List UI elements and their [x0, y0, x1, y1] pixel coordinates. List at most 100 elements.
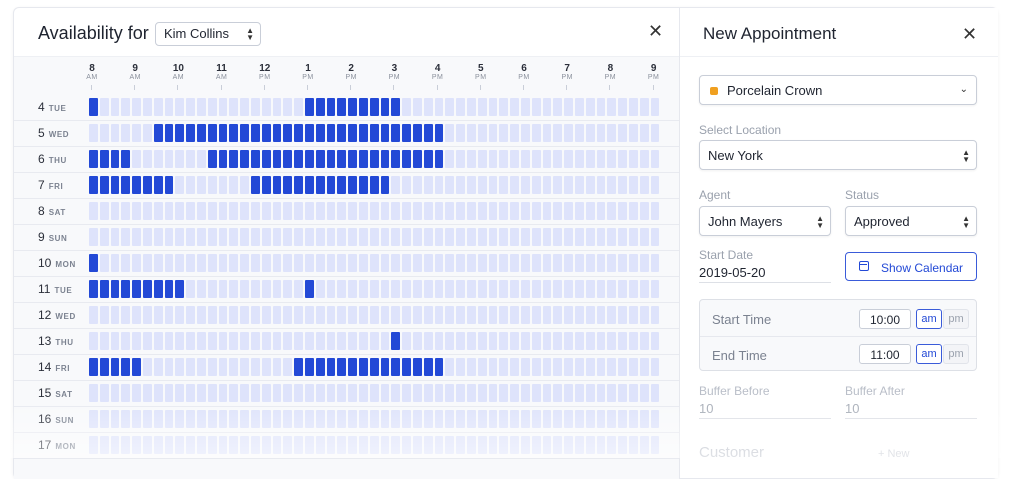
free-slot[interactable]	[315, 436, 325, 454]
free-slot[interactable]	[542, 436, 552, 454]
free-slot[interactable]	[337, 202, 347, 220]
free-slot[interactable]	[132, 254, 142, 272]
free-slot[interactable]	[153, 150, 163, 168]
free-slot[interactable]	[553, 358, 563, 376]
free-slot[interactable]	[218, 254, 228, 272]
free-slot[interactable]	[510, 436, 520, 454]
free-slot[interactable]	[272, 98, 282, 116]
busy-slot[interactable]	[369, 98, 379, 116]
free-slot[interactable]	[510, 306, 520, 324]
free-slot[interactable]	[639, 410, 649, 428]
free-slot[interactable]	[629, 254, 638, 272]
free-slot[interactable]	[175, 254, 185, 272]
free-slot[interactable]	[164, 228, 174, 246]
free-slot[interactable]	[445, 254, 455, 272]
busy-slot[interactable]	[391, 150, 401, 168]
free-slot[interactable]	[575, 176, 584, 194]
free-slot[interactable]	[445, 436, 455, 454]
free-slot[interactable]	[326, 228, 336, 246]
free-slot[interactable]	[175, 384, 185, 402]
free-slot[interactable]	[326, 384, 336, 402]
free-slot[interactable]	[618, 124, 628, 142]
free-slot[interactable]	[607, 254, 617, 272]
free-slot[interactable]	[99, 384, 109, 402]
free-slot[interactable]	[110, 124, 120, 142]
free-slot[interactable]	[261, 228, 271, 246]
free-slot[interactable]	[607, 332, 617, 350]
free-slot[interactable]	[283, 280, 293, 298]
free-slot[interactable]	[488, 124, 498, 142]
free-slot[interactable]	[143, 150, 152, 168]
free-slot[interactable]	[499, 332, 509, 350]
free-slot[interactable]	[531, 280, 541, 298]
busy-slot[interactable]	[272, 150, 282, 168]
free-slot[interactable]	[110, 410, 120, 428]
free-slot[interactable]	[207, 228, 217, 246]
free-slot[interactable]	[467, 202, 476, 220]
busy-slot[interactable]	[305, 176, 314, 194]
busy-slot[interactable]	[391, 332, 401, 350]
free-slot[interactable]	[585, 410, 595, 428]
free-slot[interactable]	[596, 150, 606, 168]
free-slot[interactable]	[542, 384, 552, 402]
busy-slot[interactable]	[294, 358, 304, 376]
free-slot[interactable]	[445, 176, 455, 194]
free-slot[interactable]	[585, 98, 595, 116]
free-slot[interactable]	[337, 254, 347, 272]
free-slot[interactable]	[585, 176, 595, 194]
free-slot[interactable]	[629, 280, 638, 298]
free-slot[interactable]	[618, 280, 628, 298]
free-slot[interactable]	[207, 410, 217, 428]
free-slot[interactable]	[218, 358, 228, 376]
free-slot[interactable]	[499, 358, 509, 376]
free-slot[interactable]	[240, 332, 250, 350]
free-slot[interactable]	[553, 306, 563, 324]
free-slot[interactable]	[521, 254, 530, 272]
free-slot[interactable]	[477, 358, 487, 376]
free-slot[interactable]	[499, 306, 509, 324]
busy-slot[interactable]	[413, 150, 422, 168]
free-slot[interactable]	[456, 306, 466, 324]
free-slot[interactable]	[467, 358, 476, 376]
free-slot[interactable]	[639, 384, 649, 402]
free-slot[interactable]	[99, 124, 109, 142]
free-slot[interactable]	[553, 410, 563, 428]
free-slot[interactable]	[456, 410, 466, 428]
busy-slot[interactable]	[132, 280, 142, 298]
free-slot[interactable]	[294, 332, 304, 350]
free-slot[interactable]	[240, 280, 250, 298]
free-slot[interactable]	[639, 176, 649, 194]
free-slot[interactable]	[650, 358, 660, 376]
free-slot[interactable]	[596, 384, 606, 402]
free-slot[interactable]	[197, 306, 206, 324]
free-slot[interactable]	[89, 332, 98, 350]
free-slot[interactable]	[402, 410, 412, 428]
busy-slot[interactable]	[121, 358, 131, 376]
free-slot[interactable]	[229, 280, 239, 298]
free-slot[interactable]	[650, 280, 660, 298]
free-slot[interactable]	[423, 98, 433, 116]
busy-slot[interactable]	[423, 150, 433, 168]
free-slot[interactable]	[477, 124, 487, 142]
free-slot[interactable]	[564, 384, 574, 402]
free-slot[interactable]	[531, 436, 541, 454]
free-slot[interactable]	[207, 306, 217, 324]
free-slot[interactable]	[164, 436, 174, 454]
buffer-before-input[interactable]: 10	[699, 401, 714, 416]
free-slot[interactable]	[240, 410, 250, 428]
free-slot[interactable]	[186, 280, 196, 298]
free-slot[interactable]	[456, 98, 466, 116]
free-slot[interactable]	[553, 150, 563, 168]
free-slot[interactable]	[348, 228, 358, 246]
free-slot[interactable]	[585, 280, 595, 298]
busy-slot[interactable]	[305, 280, 314, 298]
free-slot[interactable]	[618, 358, 628, 376]
free-slot[interactable]	[294, 410, 304, 428]
busy-slot[interactable]	[348, 176, 358, 194]
free-slot[interactable]	[434, 332, 444, 350]
free-slot[interactable]	[207, 176, 217, 194]
free-slot[interactable]	[510, 124, 520, 142]
free-slot[interactable]	[477, 202, 487, 220]
free-slot[interactable]	[315, 306, 325, 324]
free-slot[interactable]	[618, 98, 628, 116]
